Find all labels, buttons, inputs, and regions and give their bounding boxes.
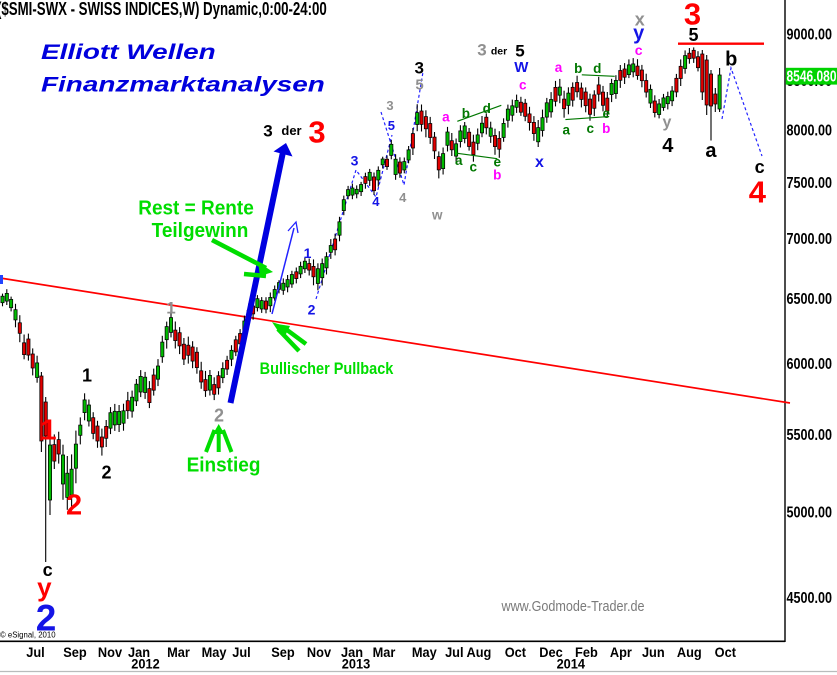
svg-text:6000.00: 6000.00 (787, 356, 832, 374)
svg-text:Apr: Apr (610, 644, 633, 660)
svg-text:c: c (519, 78, 527, 93)
svg-text:Jul: Jul (26, 644, 44, 660)
svg-text:2: 2 (101, 462, 111, 482)
svg-text:b: b (462, 106, 470, 121)
svg-text:b: b (602, 121, 610, 136)
svg-text:Nov: Nov (307, 644, 332, 660)
svg-text:6500.00: 6500.00 (787, 291, 832, 309)
svg-text:der: der (491, 45, 507, 57)
svg-text:5: 5 (515, 42, 524, 61)
svg-text:a: a (705, 140, 717, 162)
svg-text:Sep: Sep (271, 644, 294, 660)
svg-text:© eSignal, 2010: © eSignal, 2010 (0, 630, 56, 639)
svg-text:c: c (635, 42, 643, 58)
svg-text:May: May (412, 644, 437, 660)
svg-text:3: 3 (263, 122, 272, 141)
svg-text:4: 4 (662, 135, 674, 157)
svg-text:3: 3 (684, 0, 701, 32)
svg-text:9000.00: 9000.00 (787, 26, 832, 44)
svg-text:7500.00: 7500.00 (787, 174, 832, 192)
svg-text:3: 3 (414, 59, 423, 78)
svg-text:Nov: Nov (98, 644, 123, 660)
svg-text:b: b (493, 168, 501, 183)
svg-text:3: 3 (386, 98, 393, 113)
svg-text:c: c (470, 160, 478, 175)
svg-text:Rest = Rente: Rest = Rente (138, 197, 254, 220)
svg-text:Elliott Wellen: Elliott Wellen (41, 41, 216, 64)
svg-text:7000.00: 7000.00 (787, 231, 832, 249)
svg-text:y: y (663, 114, 672, 131)
svg-text:5500.00: 5500.00 (787, 427, 832, 445)
svg-text:Dec: Dec (539, 644, 563, 660)
svg-text:y: y (633, 23, 645, 45)
svg-text:3: 3 (308, 115, 325, 150)
svg-text:Jul: Jul (232, 644, 250, 660)
svg-text:a: a (442, 110, 450, 125)
svg-text:4: 4 (372, 194, 380, 209)
svg-text:x: x (535, 154, 544, 171)
svg-text:2: 2 (66, 489, 82, 521)
svg-text:Jan: Jan (341, 644, 363, 660)
svg-text:Oct: Oct (715, 644, 737, 660)
svg-text:1: 1 (304, 245, 312, 261)
svg-text:2: 2 (36, 598, 57, 639)
svg-text:Teilgewinn: Teilgewinn (152, 219, 249, 242)
svg-text:8546.080: 8546.080 (787, 67, 837, 85)
svg-text:c: c (755, 157, 765, 177)
svg-text:Jul: Jul (445, 644, 463, 660)
svg-text:c: c (586, 121, 594, 136)
svg-text:5: 5 (415, 76, 423, 93)
svg-text:4500.00: 4500.00 (787, 590, 832, 608)
svg-text:2012: 2012 (131, 656, 159, 672)
svg-text:der: der (281, 123, 301, 138)
svg-text:d: d (483, 101, 491, 116)
svg-text:Mar: Mar (373, 644, 396, 660)
svg-text:8000.00: 8000.00 (787, 122, 832, 140)
svg-text:May: May (202, 644, 227, 660)
svg-text:Jan: Jan (128, 644, 150, 660)
svg-text:4: 4 (399, 190, 407, 205)
svg-text:Aug: Aug (677, 644, 702, 660)
svg-text:1: 1 (40, 414, 56, 446)
svg-text:W: W (514, 59, 529, 76)
svg-text:e: e (603, 106, 611, 121)
svg-text:a: a (455, 153, 463, 168)
svg-text:Einstieg: Einstieg (187, 454, 261, 477)
svg-text:2013: 2013 (342, 656, 370, 672)
svg-text:b: b (574, 61, 582, 76)
svg-text:Feb: Feb (575, 644, 598, 660)
svg-text:x: x (635, 10, 645, 30)
svg-text:a: a (563, 123, 571, 138)
svg-text:1: 1 (166, 299, 175, 318)
svg-text:Jun: Jun (642, 644, 665, 660)
svg-text:www.Godmode-Trader.de: www.Godmode-Trader.de (501, 597, 645, 614)
svg-text:3: 3 (477, 40, 486, 59)
svg-text:Bullischer Pullback: Bullischer Pullback (260, 360, 394, 378)
svg-text:5: 5 (388, 118, 395, 133)
svg-text:Aug: Aug (466, 644, 491, 660)
svg-text:2: 2 (214, 405, 224, 425)
svg-text:c: c (43, 560, 53, 580)
svg-text:b: b (725, 49, 737, 71)
svg-text:2: 2 (308, 302, 316, 318)
svg-text:a: a (555, 60, 563, 75)
svg-text:w: w (431, 208, 443, 223)
svg-text:d: d (593, 61, 601, 76)
svg-text:y: y (37, 572, 52, 602)
svg-text:5000.00: 5000.00 (787, 504, 832, 522)
svg-text:2014: 2014 (557, 656, 586, 672)
svg-text:5: 5 (688, 25, 698, 45)
svg-text:Finanzmarktanalysen: Finanzmarktanalysen (41, 74, 325, 97)
svg-text:Sep: Sep (63, 644, 86, 660)
svg-text:4: 4 (749, 174, 767, 209)
svg-text:e: e (494, 154, 502, 169)
svg-text:Oct: Oct (505, 644, 527, 660)
svg-text:Mar: Mar (167, 644, 190, 660)
svg-text:3: 3 (351, 153, 359, 169)
svg-text:($SMI-SWX - SWISS INDICES,W) D: ($SMI-SWX - SWISS INDICES,W) Dynamic,0:0… (0, 0, 327, 19)
svg-text:1: 1 (82, 365, 92, 385)
